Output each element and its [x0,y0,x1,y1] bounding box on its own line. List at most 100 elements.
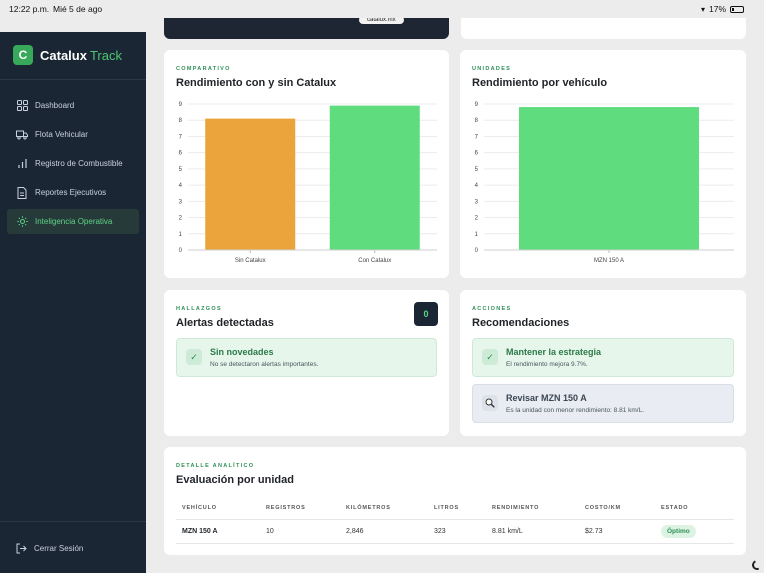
x-tick-label: Sin Catalux [235,258,266,264]
cell-records: 10 [260,519,340,544]
y-tick-label: 7 [475,134,479,140]
units-card: UNIDADES Rendimiento por vehículo 0 1 2 3 4 5… [460,50,746,278]
y-tick-label: 6 [475,151,479,157]
column-header: RENDIMIENTO [486,497,579,520]
recommendation-title: Mantener la estrategia [506,347,602,357]
y-tick-label: 5 [179,167,183,173]
detail-eyebrow: DETALLE ANALÍTICO [176,463,255,469]
alerts-card: HALLAZGOS Alertas detectadas 0 ✓ Sin nov… [164,290,449,436]
bar [329,105,420,250]
units-title: Rendimiento por vehículo [472,77,608,89]
recommendations-eyebrow: ACCIONES [472,306,512,312]
recommendations-title: Recomendaciones [472,317,570,329]
sidebar-item-label: Registro de Combustible [35,159,123,168]
y-tick-label: 9 [475,102,479,108]
brand-name-accent: Track [89,47,122,63]
y-tick-label: 1 [179,232,183,238]
status-bar: 12:22 p.m. Mié 5 de ago ▾ 17% [0,0,764,18]
sidebar-item-label: Inteligencia Operativa [35,217,113,226]
truck-icon [16,129,28,141]
bar-chart-icon [16,158,28,170]
sidebar-item-flota[interactable]: Flota Vehicular [7,122,139,147]
url-pill[interactable]: catalux.mx [359,16,404,24]
recommendations-card: ACCIONES Recomendaciones ✓ Mantener la e… [460,290,746,436]
status-badge: Óptimo [661,524,696,538]
sidebar-item-reportes[interactable]: Reportes Ejecutivos [7,180,139,205]
recommendation-description: El rendimiento mejora 9.7%. [506,361,588,368]
recommendation-title: Revisar MZN 150 A [506,393,587,403]
y-tick-label: 8 [179,118,183,124]
check-icon: ✓ [186,349,202,365]
check-icon: ✓ [482,349,498,365]
sidebar-item-label: Flota Vehicular [35,130,88,139]
comparison-title: Rendimiento con y sin Catalux [176,77,337,89]
comparison-card: COMPARATIVO Rendimiento con y sin Catalu… [164,50,449,278]
comparison-chart: 0 1 2 3 4 5 6 7 8 9 Sin Catalux Con Catalux [179,102,437,264]
alerts-eyebrow: HALLAZGOS [176,306,222,312]
y-tick-label: 2 [179,216,183,222]
sidebar-item-inteligencia[interactable]: Inteligencia Operativa [7,209,139,234]
loading-indicator [750,558,764,572]
sidebar-item-dashboard[interactable]: Dashboard [7,93,139,118]
y-tick-label: 0 [475,248,479,254]
y-tick-label: 0 [179,248,183,254]
sidebar-divider [0,79,146,80]
wifi-icon: ▾ [700,4,705,14]
vehicle-chart: 0 1 2 3 4 5 6 7 8 9 MZN 150 A [475,102,734,264]
detail-card: DETALLE ANALÍTICO Evaluación por unidad … [164,447,746,555]
sidebar-item-label: Reportes Ejecutivos [35,188,107,197]
column-header: LITROS [428,497,486,520]
sidebar-item-combustible[interactable]: Registro de Combustible [7,151,139,176]
no-alerts-notice: ✓ Sin novedades No se detectaron alertas… [176,338,437,377]
x-tick-label: MZN 150 A [594,258,624,264]
x-tick-label: Con Catalux [358,258,391,264]
sidebar-divider [0,521,146,522]
column-header: VEHÍCULO [176,497,260,520]
y-tick-label: 6 [179,151,183,157]
detail-title: Evaluación por unidad [176,474,294,486]
table-row[interactable]: MZN 150 A 10 2,846 323 8.81 km/L $2.73 Ó… [176,519,734,544]
cell-cost-per-km: $2.73 [579,519,655,544]
column-header: ESTADO [655,497,734,520]
alerts-count-badge: 0 [414,302,438,326]
logout-button[interactable]: Cerrar Sesión [16,543,83,554]
y-tick-label: 2 [475,216,479,222]
y-tick-label: 4 [179,183,183,189]
y-tick-label: 3 [179,199,183,205]
sidebar-nav: Dashboard Flota Vehicular Registro de Co… [7,93,139,238]
cell-liters: 323 [428,519,486,544]
recommendation-description: Es la unidad con menor rendimiento: 8.81… [506,407,645,414]
brand-logo[interactable]: C Catalux Track [13,45,122,65]
logout-label: Cerrar Sesión [34,544,84,553]
status-time: 12:22 p.m. [9,4,50,14]
cell-performance: 8.81 km/L [486,519,579,544]
magnifier-icon [482,395,498,411]
y-tick-label: 5 [475,167,479,173]
document-icon [16,186,28,199]
y-tick-label: 8 [475,118,479,124]
y-tick-label: 1 [475,232,479,238]
y-tick-label: 9 [179,102,183,108]
recommendation-item[interactable]: Revisar MZN 150 A Es la unidad con menor… [472,384,734,423]
cell-status: Óptimo [655,519,734,544]
notice-description: No se detectaron alertas importantes. [210,361,319,368]
y-tick-label: 7 [179,134,183,140]
column-header: COSTO/KM [579,497,655,520]
sun-icon [16,216,28,228]
cell-kilometers: 2,846 [340,519,428,544]
battery-percent: 17% [708,4,726,14]
logout-icon [16,543,27,554]
y-tick-label: 3 [475,199,479,205]
status-date: Mié 5 de ago [53,4,103,14]
battery-icon [730,5,744,13]
sidebar-item-label: Dashboard [35,101,75,110]
cell-vehicle: MZN 150 A [176,519,260,544]
alerts-title: Alertas detectadas [176,317,274,329]
recommendation-item[interactable]: ✓ Mantener la estrategia El rendimiento … [472,338,734,377]
column-header: KILÓMETROS [340,497,428,520]
units-eyebrow: UNIDADES [472,66,512,72]
y-tick-label: 4 [475,183,479,189]
notice-title: Sin novedades [210,347,274,357]
column-header: REGISTROS [260,497,340,520]
logo-mark: C [13,45,33,65]
